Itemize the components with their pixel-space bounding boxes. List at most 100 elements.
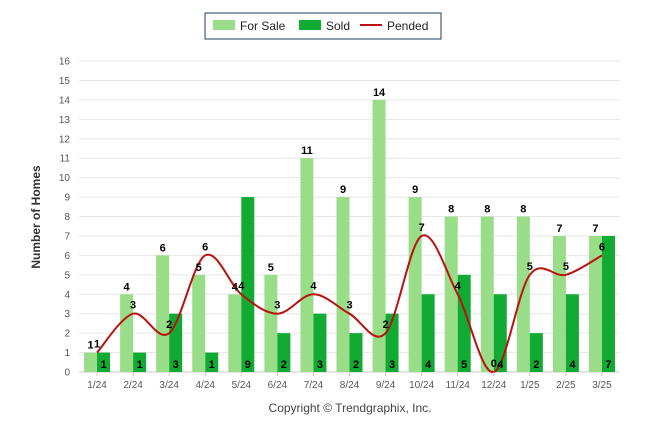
data-label-for-sale: 11 bbox=[301, 145, 313, 157]
y-tick-label: 7 bbox=[64, 231, 70, 242]
bar-for-sale bbox=[588, 235, 602, 372]
data-label-for-sale: 9 bbox=[412, 184, 418, 196]
data-label-sold: 2 bbox=[281, 359, 287, 371]
data-label-pended: 6 bbox=[202, 241, 208, 253]
data-label-for-sale: 7 bbox=[592, 223, 598, 235]
x-tick-label: 3/24 bbox=[159, 380, 179, 391]
data-label-sold: 3 bbox=[389, 359, 395, 371]
bar-for-sale bbox=[264, 274, 278, 372]
data-label-sold: 4 bbox=[497, 359, 504, 371]
bar-sold bbox=[565, 294, 579, 372]
x-tick-label: 12/24 bbox=[481, 380, 506, 391]
bar-for-sale bbox=[444, 216, 458, 372]
data-label-pended: 0 bbox=[491, 358, 497, 370]
y-tick-label: 10 bbox=[59, 173, 71, 184]
data-label-for-sale: 1 bbox=[87, 340, 93, 352]
bar-sold bbox=[133, 352, 147, 372]
bar-for-sale bbox=[156, 255, 170, 372]
data-label-sold: 4 bbox=[425, 359, 432, 371]
data-label-pended: 4 bbox=[238, 280, 245, 292]
bar-sold bbox=[277, 333, 291, 372]
x-tick-label: 3/25 bbox=[592, 380, 612, 391]
y-tick-label: 8 bbox=[64, 212, 70, 223]
bar-for-sale bbox=[516, 216, 530, 372]
bar-for-sale bbox=[372, 99, 386, 372]
bar-for-sale bbox=[336, 197, 350, 372]
y-tick-label: 1 bbox=[64, 348, 70, 359]
x-tick-label: 8/24 bbox=[340, 380, 360, 391]
data-label-for-sale: 8 bbox=[484, 204, 490, 216]
data-label-pended: 3 bbox=[130, 300, 136, 312]
bar-for-sale bbox=[84, 352, 98, 372]
bar-for-sale bbox=[552, 235, 566, 372]
y-axis-title: Number of Homes bbox=[29, 165, 43, 269]
pended-line-group bbox=[96, 234, 603, 373]
data-label-sold: 2 bbox=[533, 359, 539, 371]
x-tick-label: 10/24 bbox=[409, 380, 434, 391]
x-tick-label: 5/24 bbox=[232, 380, 252, 391]
data-label-sold: 5 bbox=[461, 359, 467, 371]
legend-label-sold: Sold bbox=[326, 19, 350, 33]
legend-label-for-sale: For Sale bbox=[240, 19, 286, 33]
legend-label-pended: Pended bbox=[387, 19, 428, 33]
bar-for-sale bbox=[192, 274, 206, 372]
data-label-sold: 4 bbox=[569, 359, 576, 371]
y-tick-label: 11 bbox=[60, 154, 71, 165]
data-label-for-sale: 6 bbox=[160, 242, 166, 254]
bar-for-sale bbox=[228, 294, 242, 372]
x-tick-label: 2/24 bbox=[123, 380, 143, 391]
bar-sold bbox=[529, 333, 543, 372]
y-tick-label: 13 bbox=[59, 115, 71, 126]
y-tick-label: 3 bbox=[64, 309, 70, 320]
x-tick-label: 6/24 bbox=[268, 380, 288, 391]
x-tick-label: 7/24 bbox=[304, 380, 324, 391]
data-label-pended: 2 bbox=[166, 319, 172, 331]
y-tick-label: 5 bbox=[64, 270, 70, 281]
data-label-for-sale: 5 bbox=[196, 262, 202, 274]
data-label-sold: 1 bbox=[209, 359, 215, 371]
data-label-pended: 4 bbox=[455, 280, 462, 292]
bar-sold bbox=[493, 294, 507, 372]
y-tick-label: 2 bbox=[64, 329, 70, 340]
data-label-pended: 1 bbox=[94, 339, 100, 351]
y-tick-label: 6 bbox=[64, 251, 70, 262]
y-tick-label: 12 bbox=[59, 134, 71, 145]
data-label-sold: 3 bbox=[173, 359, 179, 371]
data-label-for-sale: 8 bbox=[448, 204, 454, 216]
data-label-sold: 3 bbox=[317, 359, 323, 371]
y-tick-label: 14 bbox=[59, 95, 71, 106]
x-tick-label: 1/25 bbox=[520, 380, 540, 391]
data-label-for-sale: 4 bbox=[124, 281, 131, 293]
y-tick-label: 4 bbox=[64, 290, 70, 301]
bar-sold bbox=[97, 352, 111, 372]
data-label-pended: 2 bbox=[383, 319, 389, 331]
data-label-for-sale: 4 bbox=[232, 281, 239, 293]
legend-box bbox=[204, 12, 442, 40]
bar-sold bbox=[205, 352, 219, 372]
data-labels: 1114136325164945231134923143294785484082… bbox=[87, 87, 611, 371]
legend-swatch-sold bbox=[299, 20, 321, 30]
pended-line bbox=[96, 234, 603, 373]
bar-for-sale bbox=[480, 216, 494, 372]
data-label-sold: 9 bbox=[245, 359, 251, 371]
data-label-sold: 7 bbox=[605, 359, 611, 371]
x-tick-label: 2/25 bbox=[556, 380, 576, 391]
legend: For Sale Sold Pended bbox=[204, 12, 442, 40]
data-label-pended: 7 bbox=[419, 222, 425, 234]
data-label-pended: 5 bbox=[563, 261, 569, 273]
copyright-text: Copyright © Trendgraphix, Inc. bbox=[269, 401, 432, 415]
data-label-for-sale: 5 bbox=[268, 262, 274, 274]
bar-sold bbox=[241, 197, 255, 372]
data-label-pended: 4 bbox=[310, 280, 317, 292]
bar-sold bbox=[313, 313, 327, 372]
data-label-for-sale: 9 bbox=[340, 184, 346, 196]
x-tick-label: 4/24 bbox=[195, 380, 215, 391]
data-label-sold: 2 bbox=[353, 359, 359, 371]
data-label-for-sale: 8 bbox=[520, 204, 526, 216]
y-tick-label: 16 bbox=[59, 57, 71, 68]
y-tick-label: 0 bbox=[64, 368, 70, 379]
data-label-for-sale: 7 bbox=[556, 223, 562, 235]
y-tick-label: 15 bbox=[59, 76, 71, 87]
